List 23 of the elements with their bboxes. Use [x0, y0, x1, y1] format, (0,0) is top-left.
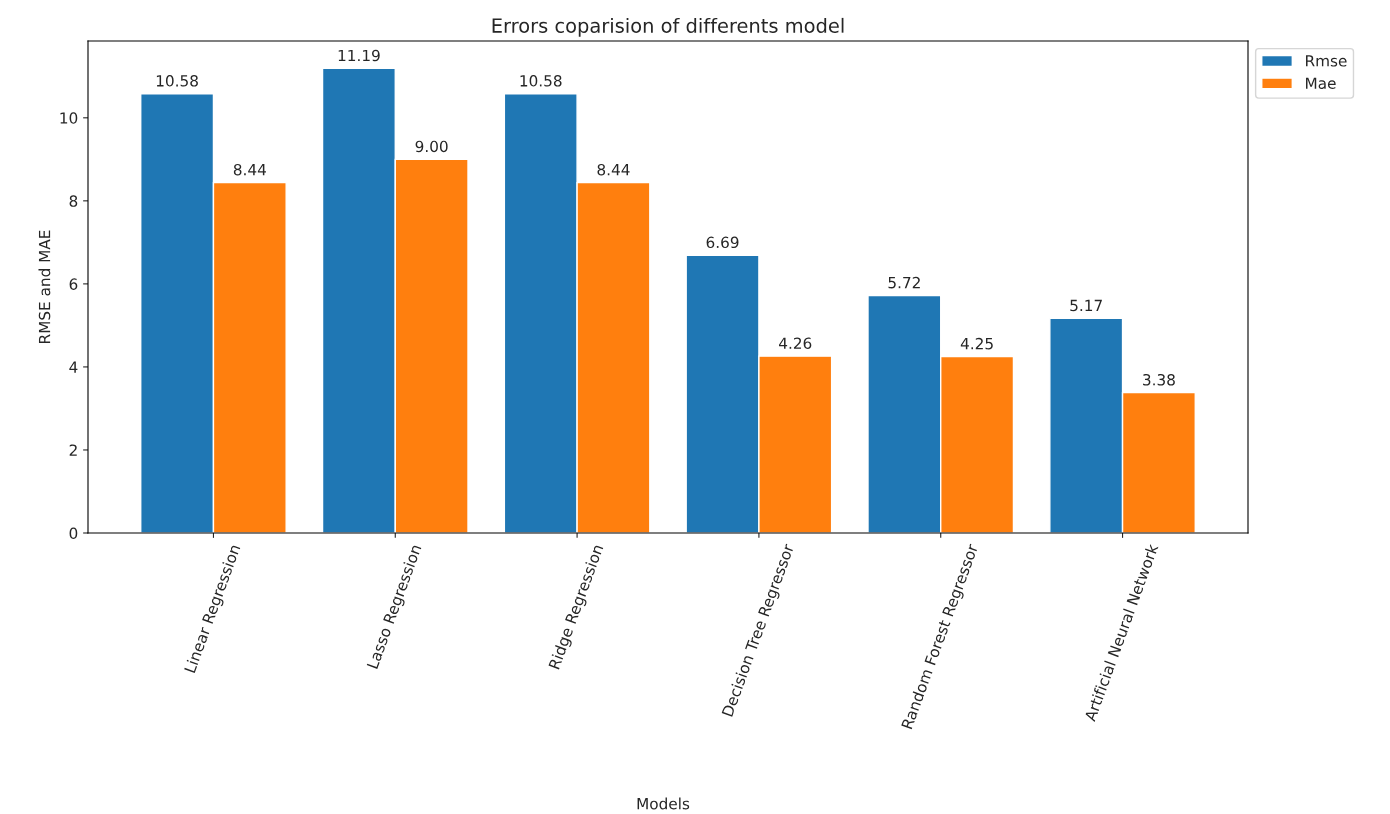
data-label: 10.58 — [520, 75, 562, 87]
data-label: 9.00 — [415, 140, 448, 153]
data-label: 8.44 — [597, 163, 630, 176]
legend-label: Mae — [1306, 77, 1336, 89]
data-label: 6.69 — [706, 236, 739, 249]
y-tick-label: 4 — [69, 361, 78, 373]
y-tick-label: 2 — [69, 444, 77, 456]
y-tick-label: 8 — [69, 195, 78, 207]
data-label: 5.72 — [888, 276, 920, 289]
data-label: 3.38 — [1143, 373, 1175, 386]
data-label: 10.58 — [156, 75, 198, 87]
data-label: 4.26 — [779, 337, 812, 349]
y-tick-label: 10 — [60, 112, 78, 124]
data-label: 11.19 — [338, 49, 380, 62]
data-label: 5.17 — [1070, 299, 1102, 312]
chart-title: Errors coparision of differents model — [492, 17, 844, 37]
data-label: 8.44 — [233, 163, 266, 176]
y-axis-title: RMSE and MAE — [38, 230, 51, 343]
y-tick-label: 0 — [69, 527, 78, 540]
y-tick-label: 6 — [69, 278, 78, 290]
legend-label: Rmse — [1306, 55, 1347, 67]
x-axis-title: Models — [637, 797, 690, 810]
data-label: 4.25 — [960, 337, 993, 350]
